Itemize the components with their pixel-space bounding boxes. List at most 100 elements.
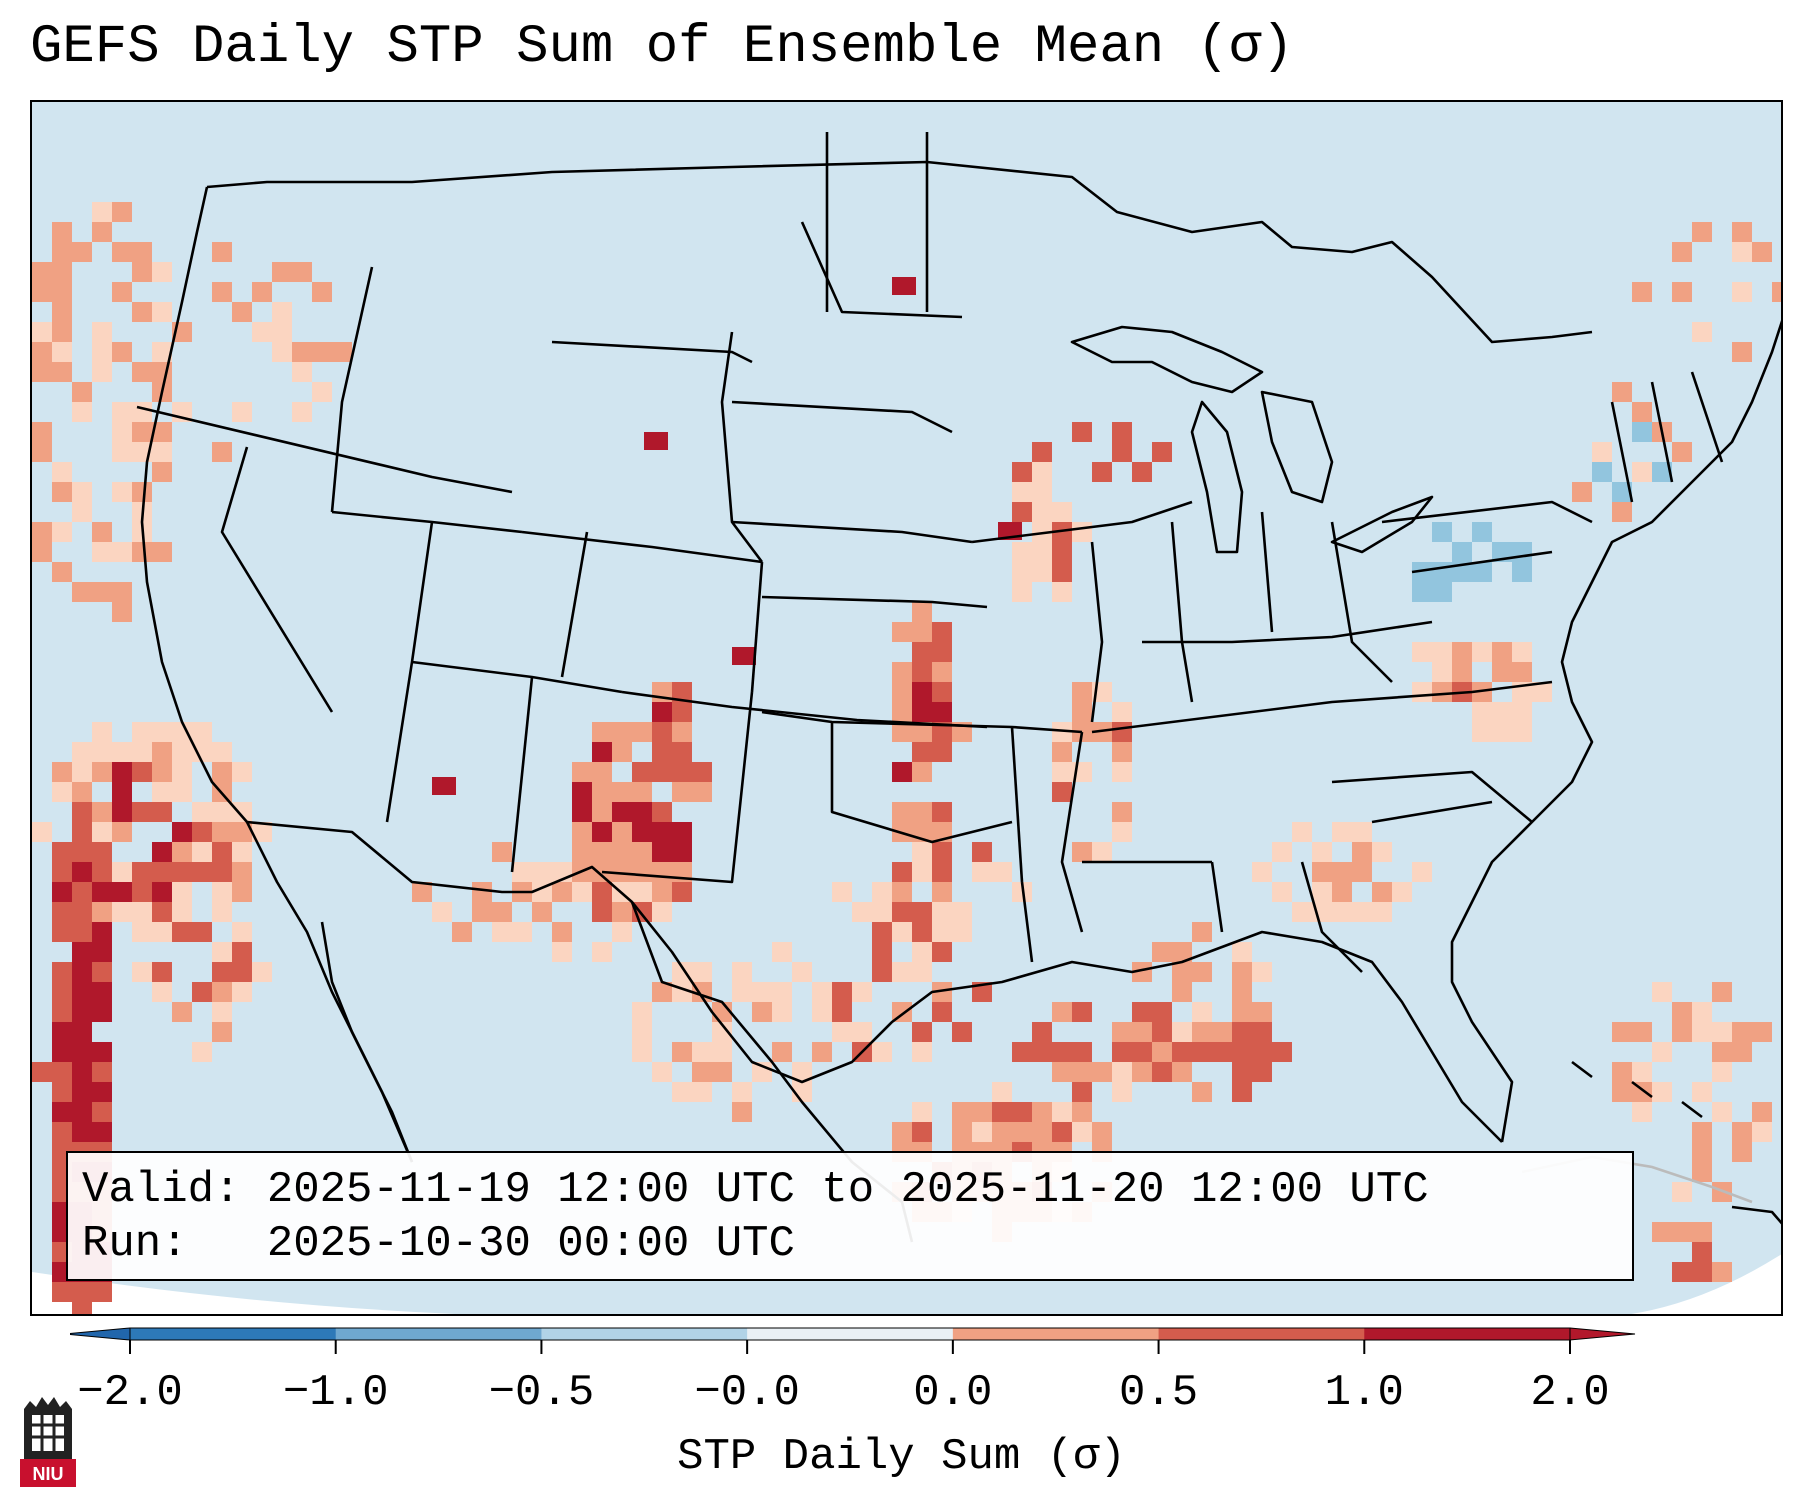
anomaly-cell (932, 882, 952, 902)
anomaly-cell (992, 1082, 1012, 1102)
anomaly-cell (772, 1042, 792, 1062)
anomaly-cell (872, 942, 892, 962)
anomaly-cell (212, 1022, 232, 1042)
anomaly-cell (232, 922, 252, 942)
anomaly-cell (1512, 562, 1532, 582)
anomaly-cell (1672, 1262, 1692, 1282)
anomaly-cell (912, 722, 932, 742)
anomaly-cell (1672, 442, 1692, 462)
anomaly-cell (32, 322, 52, 342)
colorbar-segment (130, 1328, 337, 1340)
anomaly-cell (852, 1022, 872, 1042)
anomaly-cell (1052, 542, 1072, 562)
anomaly-cell (72, 382, 92, 402)
anomaly-cell (152, 982, 172, 1002)
anomaly-cell (92, 322, 112, 342)
anomaly-cell (1632, 1062, 1652, 1082)
anomaly-cell (852, 902, 872, 922)
anomaly-cell (212, 942, 232, 962)
anomaly-cell (32, 522, 52, 542)
anomaly-cell (152, 722, 172, 742)
anomaly-cell (832, 982, 852, 1002)
anomaly-cell (252, 962, 272, 982)
colorbar-outline (129, 1327, 1571, 1341)
anomaly-cell (872, 882, 892, 902)
anomaly-cell (192, 982, 212, 1002)
anomaly-cell (592, 802, 612, 822)
anomaly-cell (272, 322, 292, 342)
anomaly-cell (32, 262, 52, 282)
anomaly-cell (172, 862, 192, 882)
anomaly-cell (1152, 1062, 1172, 1082)
anomaly-cell (192, 722, 212, 742)
anomaly-cell (312, 342, 332, 362)
anomaly-cell (132, 762, 152, 782)
colorbar-segment (952, 1328, 1160, 1340)
anomaly-cell (652, 802, 672, 822)
anomaly-cell (1692, 1162, 1712, 1182)
anomaly-cell (932, 722, 952, 742)
anomaly-cell (1752, 1022, 1772, 1042)
chart-title: GEFS Daily STP Sum of Ensemble Mean (σ) (30, 17, 1294, 78)
state-line (1091, 680, 1553, 734)
anomaly-cell (912, 642, 932, 662)
anomaly-cell (572, 802, 592, 822)
anomaly-cell (72, 1122, 92, 1142)
anomaly-cell (1612, 1022, 1632, 1042)
anomaly-cell (512, 862, 532, 882)
anomaly-cell (112, 902, 132, 922)
anomaly-cell (812, 982, 832, 1002)
anomaly-cell (1012, 502, 1032, 522)
colorbar-tick-label: −1.0 (282, 1368, 389, 1418)
anomaly-cell (1412, 862, 1432, 882)
state-line (1260, 511, 1274, 633)
anomaly-cell (212, 442, 232, 462)
anomaly-cell (652, 722, 672, 742)
anomaly-cell (872, 922, 892, 942)
anomaly-cell (432, 902, 452, 922)
anomaly-cell (1032, 442, 1052, 462)
anomaly-cell (1052, 1102, 1072, 1122)
anomaly-cell (1232, 1062, 1252, 1082)
anomaly-cell (1232, 1002, 1252, 1022)
anomaly-cell (292, 262, 312, 282)
anomaly-cell (252, 822, 272, 842)
anomaly-cell (932, 942, 952, 962)
state-line (601, 691, 754, 884)
anomaly-cell (52, 962, 72, 982)
anomaly-cell (1052, 502, 1072, 522)
state-line (830, 722, 1013, 844)
anomaly-cell (1232, 1042, 1252, 1062)
anomaly-cell (912, 602, 932, 622)
anomaly-cell (1692, 222, 1712, 242)
anomaly-cell (92, 1082, 112, 1102)
anomaly-cell (32, 342, 52, 362)
anomaly-cell (72, 922, 92, 942)
anomaly-cell (652, 702, 672, 722)
anomaly-cell (1432, 562, 1452, 582)
anomaly-cell (1732, 222, 1752, 242)
anomaly-cell (632, 762, 652, 782)
anomaly-cell (772, 942, 792, 962)
anomaly-cell (1032, 1042, 1052, 1062)
anomaly-cell (1112, 762, 1132, 782)
anomaly-cell (972, 1122, 992, 1142)
anomaly-cell (732, 1102, 752, 1122)
anomaly-cell (932, 702, 952, 722)
anomaly-cell (1112, 802, 1132, 822)
anomaly-cell (132, 362, 152, 382)
anomaly-cell (1612, 1062, 1632, 1082)
anomaly-cell (712, 1042, 732, 1062)
anomaly-cell (932, 642, 952, 662)
anomaly-cell (1032, 1122, 1052, 1142)
anomaly-cell (1292, 902, 1312, 922)
anomaly-cell (1092, 842, 1112, 862)
anomaly-cell (1152, 1042, 1172, 1062)
anomaly-cell (1252, 1042, 1272, 1062)
anomaly-cell (592, 842, 612, 862)
anomaly-cell (1732, 1022, 1752, 1042)
anomaly-cell (1432, 582, 1452, 602)
anomaly-cell (1192, 1002, 1212, 1022)
anomaly-cell (672, 722, 692, 742)
anomaly-cell (992, 1122, 1012, 1142)
